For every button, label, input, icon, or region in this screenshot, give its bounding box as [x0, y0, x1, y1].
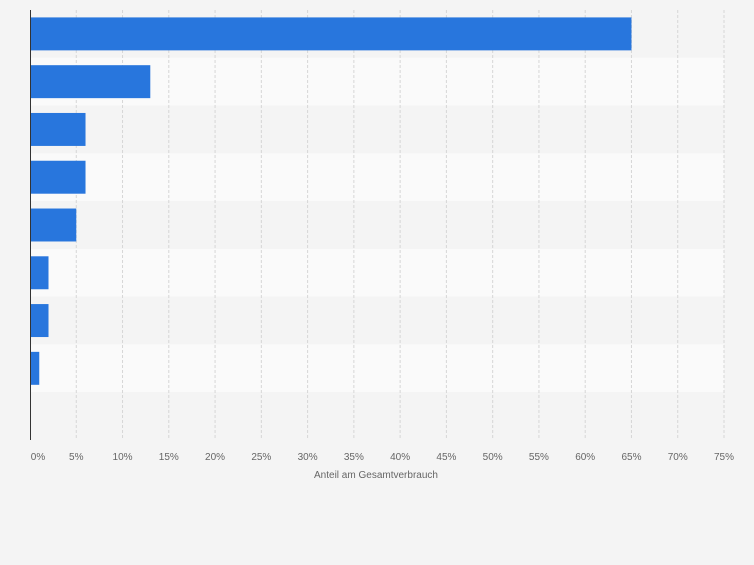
bars	[30, 17, 632, 385]
x-tick-label: 65%	[621, 452, 641, 463]
row-band	[30, 344, 724, 393]
x-tick-label: 5%	[69, 452, 84, 463]
x-tick-label: 25%	[251, 452, 271, 463]
x-tick-label: 15%	[159, 452, 179, 463]
bar	[30, 160, 86, 194]
x-tick-label: 45%	[436, 452, 456, 463]
x-tick-label: 55%	[529, 452, 549, 463]
x-tick-label: 35%	[344, 452, 364, 463]
x-tick-label: 20%	[205, 452, 225, 463]
x-tick-label: 75%	[714, 452, 734, 463]
x-tick-labels: 0% 5% 10% 15% 20% 25% 30% 35% 40% 45% 50% 55% 60% 65%…	[31, 452, 734, 463]
x-tick-label: 10%	[113, 452, 133, 463]
bar	[30, 17, 632, 51]
x-tick-label: 0%	[31, 452, 46, 463]
row-band	[30, 201, 724, 249]
row-band	[30, 153, 724, 202]
bar	[30, 208, 77, 242]
x-tick-label: 60%	[575, 452, 595, 463]
bar	[30, 65, 151, 99]
x-tick-label: 40%	[390, 452, 410, 463]
gridlines	[75, 10, 725, 440]
row-band	[30, 105, 724, 154]
x-tick-label: 30%	[298, 452, 318, 463]
x-axis-label: Anteil am Gesamtverbrauch	[314, 470, 438, 481]
x-tick-label: 50%	[483, 452, 503, 463]
bar	[30, 256, 49, 290]
bar	[30, 112, 86, 146]
x-tick-label: 70%	[668, 452, 688, 463]
bar	[30, 351, 40, 385]
row-band	[30, 392, 724, 440]
row-band	[30, 296, 724, 345]
row-bands	[30, 10, 724, 440]
bar	[30, 304, 49, 338]
row-band	[30, 248, 724, 297]
